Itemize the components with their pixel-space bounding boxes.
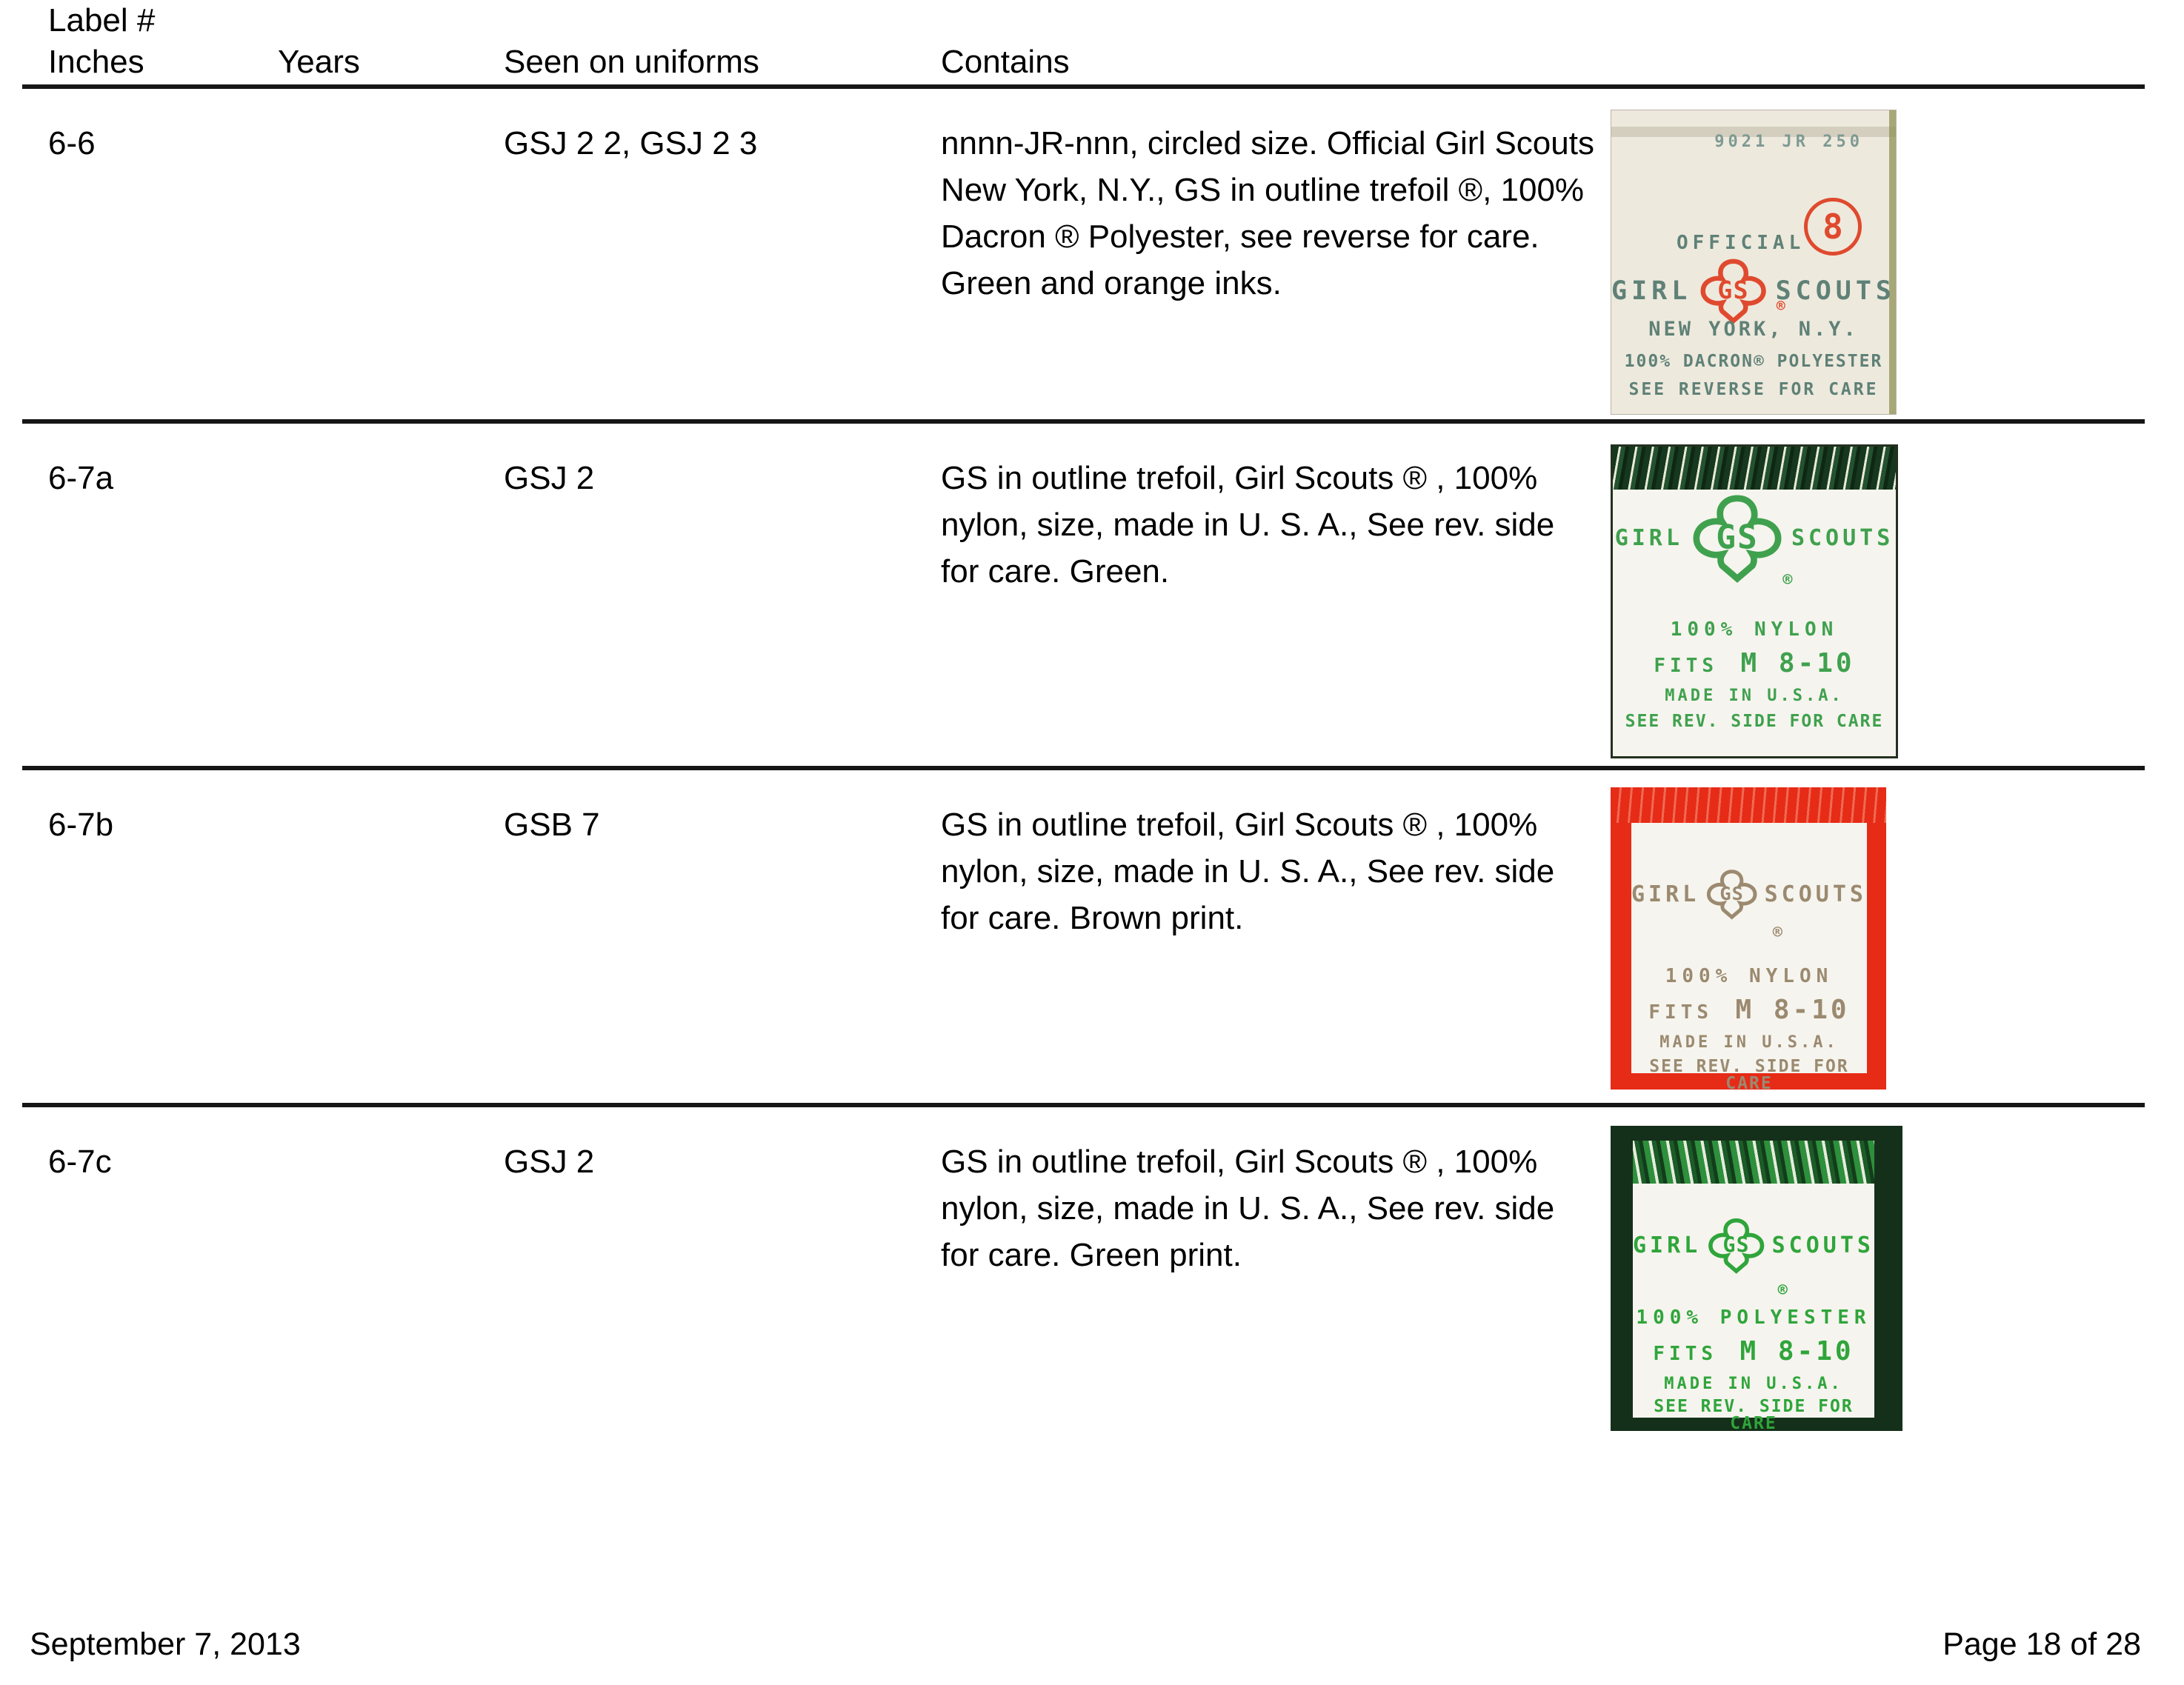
table-header-row: Label # Inches Years Seen on uniforms Co… xyxy=(22,0,2145,89)
trefoil-gs-icon: GS xyxy=(1708,1218,1765,1274)
table-row: 6-7a GSJ 2 GS in outline trefoil, Girl S… xyxy=(22,424,2145,770)
cell-label-photo: GIRL GS SCOUTS ® 100% NYLON FITS M 8-10 … xyxy=(1611,770,2145,1103)
cell-years xyxy=(254,89,487,419)
size-text: M 8-10 xyxy=(1740,648,1855,678)
header-years: Years xyxy=(278,44,360,80)
size-number: 8 xyxy=(1822,207,1843,247)
fits-size-text: FITS M 8-10 xyxy=(1613,645,1896,678)
table-row: 6-7b GSB 7 GS in outline trefoil, Girl S… xyxy=(22,770,2145,1107)
header-label-line2: Inches xyxy=(48,44,144,80)
made-text: MADE IN U.S.A. xyxy=(1665,687,1844,705)
care-text: SEE REVERSE FOR CARE xyxy=(1628,380,1879,399)
cell-contains: GS in outline trefoil, Girl Scouts ® , 1… xyxy=(941,1144,1555,1273)
registered-mark: ® xyxy=(1776,297,1785,315)
made-text: MADE IN U.S.A. xyxy=(1659,1033,1839,1052)
fits-size-text: FITS M 8-10 xyxy=(1633,1333,1874,1366)
cell-seen-on: GSB 7 xyxy=(504,807,600,843)
fits-text: FITS xyxy=(1648,1001,1714,1024)
label-face: GIRL GS SCOUTS ® 100% NYLON FITS M 8-10 … xyxy=(1611,787,1886,1092)
table-row: 6-7c GSJ 2 GS in outline trefoil, Girl S… xyxy=(22,1107,2145,1478)
header-image-spacer xyxy=(1611,83,2145,87)
trefoil-gs-icon: GS xyxy=(1707,870,1757,920)
cell-label-no: 6-6 xyxy=(48,125,96,161)
girl-text: GIRL xyxy=(1611,276,1692,306)
serge-edge xyxy=(1611,787,1886,823)
header-label-line1: Label # xyxy=(48,2,156,39)
label-face: GIRL GS SCOUTS ® 100% NYLON FITS M 8-10 … xyxy=(1613,447,1896,756)
footer-page-number: Page 18 of 28 xyxy=(1942,1626,2141,1662)
header-seen-on-uniforms: Seen on uniforms xyxy=(504,44,759,80)
care-text: SEE REV. SIDE FOR CARE xyxy=(1654,1397,1854,1433)
registered-mark: ® xyxy=(1772,924,1783,942)
size-text: M 8-10 xyxy=(1735,995,1850,1025)
gs-monogram: GS xyxy=(1723,1233,1750,1258)
cell-seen-on: GSJ 2 xyxy=(504,1144,595,1180)
girl-scouts-wordmark: GIRL GS SCOUTS xyxy=(1633,1203,1874,1289)
fabric-crease xyxy=(1611,127,1896,137)
fabric-text: 100% NYLON xyxy=(1665,965,1834,987)
cell-label-no: 6-7a xyxy=(48,460,114,496)
serge-edge xyxy=(1613,447,1896,490)
cell-label-no: 6-7c xyxy=(48,1144,112,1180)
official-text: OFFICIAL xyxy=(1677,232,1805,254)
trefoil-gs-icon: GS xyxy=(1700,258,1767,324)
header-contains: Contains xyxy=(941,44,1070,80)
cell-label-photo: GIRL GS SCOUTS ® 100% NYLON FITS M 8-10 … xyxy=(1611,424,2145,766)
footer-date: September 7, 2013 xyxy=(30,1626,301,1662)
gs-monogram: GS xyxy=(1720,883,1745,904)
cell-label-no: 6-7b xyxy=(48,807,114,843)
cell-years xyxy=(254,1107,487,1478)
made-text: MADE IN U.S.A. xyxy=(1664,1375,1843,1393)
header-label-inches: Label # Inches xyxy=(22,0,254,87)
girl-scouts-wordmark: GIRL GS SCOUTS xyxy=(1613,494,1896,583)
cell-seen-on: GSJ 2 2, GSJ 2 3 xyxy=(504,125,758,161)
fits-size-text: FITS M 8-10 xyxy=(1631,992,1867,1024)
trefoil-gs-icon: GS xyxy=(1693,495,1782,583)
girl-text: GIRL xyxy=(1633,1232,1702,1258)
cell-seen-on: GSJ 2 xyxy=(504,460,595,496)
page-footer: September 7, 2013 Page 18 of 28 xyxy=(30,1626,2141,1663)
label-face: GIRL GS SCOUTS ® 100% POLYESTER FITS M 8… xyxy=(1633,1141,1874,1432)
girl-text: GIRL xyxy=(1631,881,1700,907)
registered-mark: ® xyxy=(1782,571,1793,590)
fabric-text: 100% NYLON xyxy=(1670,618,1839,641)
girl-text: GIRL xyxy=(1614,525,1683,551)
gs-monogram: GS xyxy=(1718,276,1750,304)
care-text: SEE REV. SIDE FOR CARE xyxy=(1625,712,1884,731)
fabric-text: 100% POLYESTER xyxy=(1636,1307,1871,1329)
fits-text: FITS xyxy=(1654,655,1719,677)
scouts-text: SCOUTS xyxy=(1775,276,1896,306)
cell-label-photo: GIRL GS SCOUTS ® 100% POLYESTER FITS M 8… xyxy=(1611,1107,2145,1478)
city-text: NEW YORK, N.Y. xyxy=(1648,318,1859,341)
cell-contains: GS in outline trefoil, Girl Scouts ® , 1… xyxy=(941,460,1555,590)
scouts-text: SCOUTS xyxy=(1764,881,1867,907)
label-stock-code: 9021 JR 250 xyxy=(1714,133,1863,151)
cell-contains: GS in outline trefoil, Girl Scouts ® , 1… xyxy=(941,807,1555,936)
fabric-text: 100% DACRON® POLYESTER xyxy=(1624,352,1883,371)
scouts-text: SCOUTS xyxy=(1771,1232,1874,1258)
girl-scouts-wordmark: GIRL GS SCOUTS xyxy=(1631,852,1867,936)
cell-years xyxy=(254,770,487,1103)
label-edge xyxy=(1889,110,1896,414)
circled-size: 8 xyxy=(1804,198,1862,256)
care-text: SEE REV. SIDE FOR CARE xyxy=(1649,1057,1849,1093)
uniform-label-photo: 9021 JR 250 OFFICIAL 8 GIRL GS SCOUTS ® … xyxy=(1611,110,1897,415)
cell-contains: nnnn-JR-nnn, circled size. Official Girl… xyxy=(941,125,1594,301)
scouts-text: SCOUTS xyxy=(1791,525,1894,551)
girl-scouts-wordmark: GIRL GS SCOUTS xyxy=(1611,257,1896,325)
uniform-label-photo: GIRL GS SCOUTS ® 100% POLYESTER FITS M 8… xyxy=(1611,1126,1902,1432)
size-text: M 8-10 xyxy=(1739,1336,1854,1367)
table-row: 6-6 GSJ 2 2, GSJ 2 3 nnnn-JR-nnn, circle… xyxy=(22,89,2145,424)
uniform-label-photo: GIRL GS SCOUTS ® 100% NYLON FITS M 8-10 … xyxy=(1611,787,1886,1092)
uniform-label-photo: GIRL GS SCOUTS ® 100% NYLON FITS M 8-10 … xyxy=(1611,444,1898,758)
gs-monogram: GS xyxy=(1716,519,1758,557)
fits-text: FITS xyxy=(1653,1343,1718,1365)
serge-edge xyxy=(1633,1141,1874,1184)
registered-mark: ® xyxy=(1777,1281,1788,1300)
cell-years xyxy=(254,424,487,766)
cell-label-photo: 9021 JR 250 OFFICIAL 8 GIRL GS SCOUTS ® … xyxy=(1611,89,2145,419)
